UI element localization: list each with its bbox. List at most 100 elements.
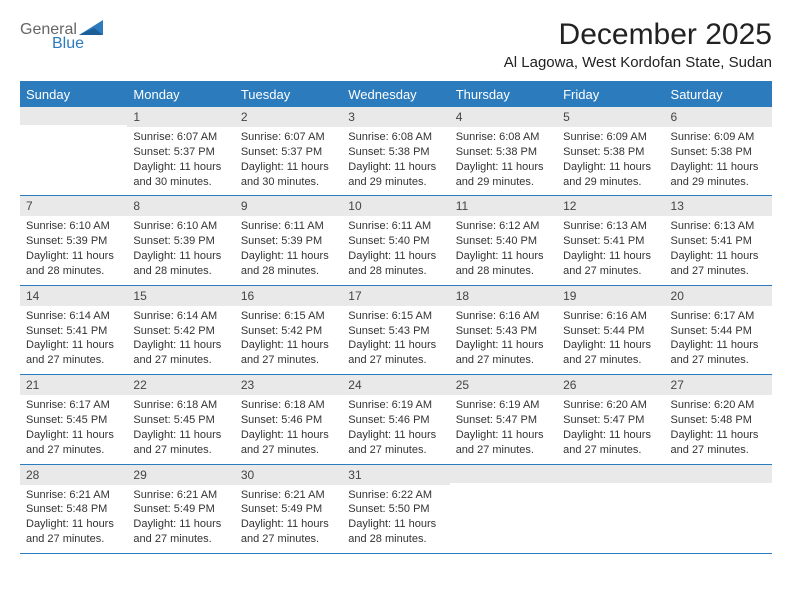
day-detail-line: Daylight: 11 hours (241, 249, 336, 264)
calendar-day-cell: 17Sunrise: 6:15 AMSunset: 5:43 PMDayligh… (342, 285, 449, 374)
day-detail-line: Sunset: 5:45 PM (26, 413, 121, 428)
day-detail-line: Sunrise: 6:16 AM (563, 309, 658, 324)
day-detail-line: and 27 minutes. (671, 264, 766, 279)
day-detail-line: and 28 minutes. (348, 264, 443, 279)
day-detail-line: and 27 minutes. (563, 264, 658, 279)
calendar-day-cell: 29Sunrise: 6:21 AMSunset: 5:49 PMDayligh… (127, 464, 234, 553)
day-detail-line: Sunset: 5:38 PM (348, 145, 443, 160)
calendar-day-cell: 13Sunrise: 6:13 AMSunset: 5:41 PMDayligh… (665, 196, 772, 285)
day-detail-line: and 28 minutes. (348, 532, 443, 547)
day-detail-line: Daylight: 11 hours (456, 160, 551, 175)
day-detail-line: and 27 minutes. (241, 532, 336, 547)
day-details: Sunrise: 6:07 AMSunset: 5:37 PMDaylight:… (127, 127, 234, 195)
day-detail-line: and 29 minutes. (456, 175, 551, 190)
day-detail-line: Sunrise: 6:16 AM (456, 309, 551, 324)
day-detail-line: Sunset: 5:48 PM (671, 413, 766, 428)
day-detail-line: Sunset: 5:39 PM (26, 234, 121, 249)
day-header: Sunday (20, 82, 127, 108)
day-detail-line: Daylight: 11 hours (671, 249, 766, 264)
day-detail-line: Sunrise: 6:12 AM (456, 219, 551, 234)
calendar-day-cell: 10Sunrise: 6:11 AMSunset: 5:40 PMDayligh… (342, 196, 449, 285)
day-number: 5 (557, 107, 664, 127)
day-detail-line: Daylight: 11 hours (671, 160, 766, 175)
calendar-day-cell: 8Sunrise: 6:10 AMSunset: 5:39 PMDaylight… (127, 196, 234, 285)
day-details (450, 483, 557, 545)
day-detail-line: Daylight: 11 hours (456, 338, 551, 353)
day-details: Sunrise: 6:21 AMSunset: 5:49 PMDaylight:… (235, 485, 342, 553)
calendar-day-cell: 22Sunrise: 6:18 AMSunset: 5:45 PMDayligh… (127, 375, 234, 464)
day-detail-line: Sunset: 5:47 PM (563, 413, 658, 428)
day-number: 11 (450, 196, 557, 216)
day-detail-line: and 27 minutes. (456, 443, 551, 458)
calendar-day-cell (450, 464, 557, 553)
calendar-day-cell: 25Sunrise: 6:19 AMSunset: 5:47 PMDayligh… (450, 375, 557, 464)
day-details: Sunrise: 6:11 AMSunset: 5:39 PMDaylight:… (235, 216, 342, 284)
calendar-day-cell (20, 107, 127, 196)
day-number (20, 107, 127, 125)
day-number (557, 465, 664, 483)
calendar-day-cell: 31Sunrise: 6:22 AMSunset: 5:50 PMDayligh… (342, 464, 449, 553)
day-number: 9 (235, 196, 342, 216)
day-detail-line: and 27 minutes. (241, 443, 336, 458)
day-number: 17 (342, 286, 449, 306)
day-detail-line: Sunrise: 6:15 AM (348, 309, 443, 324)
day-details: Sunrise: 6:19 AMSunset: 5:47 PMDaylight:… (450, 395, 557, 463)
calendar-day-cell: 24Sunrise: 6:19 AMSunset: 5:46 PMDayligh… (342, 375, 449, 464)
header: General Blue December 2025 Al Lagowa, We… (20, 18, 772, 71)
day-header: Thursday (450, 82, 557, 108)
day-detail-line: Sunrise: 6:10 AM (26, 219, 121, 234)
day-detail-line: Sunrise: 6:21 AM (133, 488, 228, 503)
calendar-day-cell: 7Sunrise: 6:10 AMSunset: 5:39 PMDaylight… (20, 196, 127, 285)
day-details: Sunrise: 6:10 AMSunset: 5:39 PMDaylight:… (127, 216, 234, 284)
day-detail-line: Sunrise: 6:17 AM (671, 309, 766, 324)
calendar-week-row: 21Sunrise: 6:17 AMSunset: 5:45 PMDayligh… (20, 375, 772, 464)
day-details: Sunrise: 6:13 AMSunset: 5:41 PMDaylight:… (665, 216, 772, 284)
day-detail-line: Sunset: 5:41 PM (26, 324, 121, 339)
day-details: Sunrise: 6:21 AMSunset: 5:48 PMDaylight:… (20, 485, 127, 553)
calendar-day-cell (665, 464, 772, 553)
calendar-day-cell: 4Sunrise: 6:08 AMSunset: 5:38 PMDaylight… (450, 107, 557, 196)
day-detail-line: Daylight: 11 hours (671, 428, 766, 443)
day-number: 26 (557, 375, 664, 395)
calendar-week-row: 14Sunrise: 6:14 AMSunset: 5:41 PMDayligh… (20, 285, 772, 374)
calendar-week-row: 28Sunrise: 6:21 AMSunset: 5:48 PMDayligh… (20, 464, 772, 553)
day-detail-line: Sunrise: 6:07 AM (133, 130, 228, 145)
day-details: Sunrise: 6:07 AMSunset: 5:37 PMDaylight:… (235, 127, 342, 195)
day-detail-line: and 27 minutes. (26, 443, 121, 458)
day-detail-line: and 27 minutes. (348, 353, 443, 368)
day-details: Sunrise: 6:08 AMSunset: 5:38 PMDaylight:… (342, 127, 449, 195)
day-detail-line: Sunrise: 6:22 AM (348, 488, 443, 503)
day-details: Sunrise: 6:20 AMSunset: 5:47 PMDaylight:… (557, 395, 664, 463)
day-details: Sunrise: 6:17 AMSunset: 5:45 PMDaylight:… (20, 395, 127, 463)
day-detail-line: Daylight: 11 hours (241, 428, 336, 443)
day-details: Sunrise: 6:17 AMSunset: 5:44 PMDaylight:… (665, 306, 772, 374)
calendar-day-cell: 14Sunrise: 6:14 AMSunset: 5:41 PMDayligh… (20, 285, 127, 374)
day-number: 6 (665, 107, 772, 127)
day-number: 28 (20, 465, 127, 485)
day-number (665, 465, 772, 483)
day-detail-line: Sunrise: 6:14 AM (133, 309, 228, 324)
day-details (20, 125, 127, 187)
day-number: 23 (235, 375, 342, 395)
day-number: 3 (342, 107, 449, 127)
day-detail-line: Sunrise: 6:15 AM (241, 309, 336, 324)
day-detail-line: Sunrise: 6:13 AM (671, 219, 766, 234)
day-detail-line: and 27 minutes. (26, 532, 121, 547)
day-detail-line: and 30 minutes. (241, 175, 336, 190)
calendar-day-cell: 6Sunrise: 6:09 AMSunset: 5:38 PMDaylight… (665, 107, 772, 196)
calendar-page: General Blue December 2025 Al Lagowa, We… (0, 0, 792, 572)
day-detail-line: Sunset: 5:41 PM (671, 234, 766, 249)
calendar-body: 1Sunrise: 6:07 AMSunset: 5:37 PMDaylight… (20, 107, 772, 553)
day-number: 27 (665, 375, 772, 395)
day-number: 1 (127, 107, 234, 127)
day-detail-line: Daylight: 11 hours (26, 338, 121, 353)
day-detail-line: Daylight: 11 hours (133, 428, 228, 443)
day-detail-line: and 29 minutes. (348, 175, 443, 190)
day-number: 13 (665, 196, 772, 216)
calendar-day-cell: 26Sunrise: 6:20 AMSunset: 5:47 PMDayligh… (557, 375, 664, 464)
day-detail-line: Daylight: 11 hours (133, 517, 228, 532)
day-number: 24 (342, 375, 449, 395)
calendar-day-cell: 16Sunrise: 6:15 AMSunset: 5:42 PMDayligh… (235, 285, 342, 374)
day-detail-line: Daylight: 11 hours (241, 160, 336, 175)
day-details: Sunrise: 6:15 AMSunset: 5:42 PMDaylight:… (235, 306, 342, 374)
